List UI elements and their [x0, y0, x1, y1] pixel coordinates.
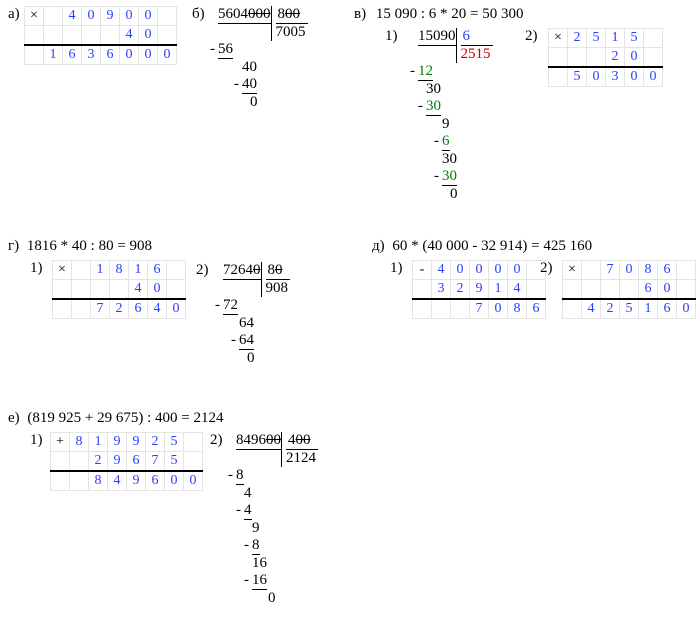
div-step: -30	[410, 168, 493, 186]
op-symbol: -	[413, 261, 432, 280]
label-d: д)	[372, 238, 385, 254]
add-table-e: +81992529675849600	[50, 432, 203, 491]
problem-d-header: д) 60 * (40 000 - 32 914) = 425 160	[372, 238, 592, 255]
step-label-g1: 1)	[30, 260, 43, 276]
div-step: 0	[215, 350, 290, 367]
div-step: 0	[210, 94, 308, 111]
divisor-box: 62515	[456, 28, 493, 63]
quotient: 2515	[461, 46, 493, 63]
div-step: 9	[410, 116, 493, 133]
div-step: -30	[410, 98, 493, 116]
op-symbol: ×	[53, 261, 72, 280]
step-e-1-label: 1)	[30, 432, 43, 449]
dividend: 15090	[418, 28, 456, 46]
quotient: 908	[266, 280, 291, 297]
quotient: 2124	[286, 450, 318, 467]
quotient: 7005	[276, 24, 308, 41]
divisor: 6	[461, 28, 493, 46]
step-label-e2: 2)	[210, 432, 223, 448]
div-step: -12	[410, 63, 493, 81]
divisor: 80	[266, 262, 291, 280]
step-g-2-label: 2)	[196, 262, 209, 279]
mult-table-g: ×18164072640	[52, 260, 186, 319]
equation-d: 60 * (40 000 - 32 914) = 425 160	[392, 238, 592, 254]
div-step: -4	[228, 502, 318, 520]
step-label-e1: 1)	[30, 432, 43, 448]
div-step: 64	[215, 315, 290, 332]
longdiv-table-v: 1509062515-1230-309-630-300	[410, 28, 493, 203]
equation-e: (819 925 + 29 675) : 400 = 2124	[27, 410, 223, 426]
step-g-1-label: 1)	[30, 260, 43, 277]
op-symbol: ×	[549, 29, 568, 48]
divisor: 400	[286, 432, 318, 450]
problem-e-header: е) (819 925 + 29 675) : 400 = 2124	[8, 410, 223, 427]
longdiv-g: 7264080908-7264-640	[215, 262, 290, 367]
mult-table-a: ×40900401636000	[24, 6, 177, 65]
label-e: е)	[8, 410, 20, 426]
longdiv-table-g: 7264080908-7264-640	[215, 262, 290, 367]
div-step: -8	[228, 537, 318, 555]
longdiv-e: 8496004002124-84-49-816-160	[228, 432, 318, 607]
step-label-g2: 2)	[196, 262, 209, 278]
div-step: -16	[228, 572, 318, 590]
div-step: 30	[410, 151, 493, 168]
step-label-v2: 2)	[525, 28, 538, 44]
label-b-wrap: б)	[192, 6, 205, 23]
mult-table-v: ×25152050300	[548, 28, 663, 87]
longdiv-table-b: 56040008007005-5640-400	[210, 6, 308, 111]
divisor: 800	[276, 6, 308, 24]
add-e: +81992529675849600	[50, 432, 203, 491]
mult-table-d: ×708660425160	[562, 260, 696, 319]
step-label-d2: 2)	[540, 260, 553, 276]
divisor-box: 8007005	[271, 6, 308, 41]
div-step: 0	[410, 186, 493, 203]
div-step: -8	[228, 467, 318, 485]
longdiv-table-e: 8496004002124-84-49-816-160	[228, 432, 318, 607]
op-symbol: ×	[563, 261, 582, 280]
mult-a: ×40900401636000	[24, 6, 177, 65]
divisor-box: 80908	[261, 262, 291, 297]
mult-d: ×708660425160	[562, 260, 696, 319]
sub-table-d: -40000329147086	[412, 260, 546, 319]
label-b: б)	[192, 6, 205, 22]
problem-v-header: в) 15 090 : 6 * 20 = 50 300	[354, 6, 523, 23]
dividend: 5604000	[218, 6, 271, 24]
step-label-v1: 1)	[385, 28, 398, 44]
div-step: 0	[228, 590, 318, 607]
step-label-d1: 1)	[390, 260, 403, 276]
div-step: 30	[410, 81, 493, 98]
div-step: -6	[410, 133, 493, 151]
div-step: -64	[215, 332, 290, 350]
page: а) ×40900401636000 б) 56040008007005-564…	[0, 0, 699, 639]
mult-g: ×18164072640	[52, 260, 186, 319]
dividend: 72640	[223, 262, 261, 280]
label-a: а)	[8, 6, 20, 22]
longdiv-v: 1509062515-1230-309-630-300	[410, 28, 493, 203]
sub-d: -40000329147086	[412, 260, 546, 319]
mult-v: ×25152050300	[548, 28, 663, 87]
div-step: 16	[228, 555, 318, 572]
label-g: г)	[8, 238, 19, 254]
dividend: 849600	[236, 432, 281, 450]
div-step: -72	[215, 297, 290, 315]
step-d-2-label: 2)	[540, 260, 553, 277]
div-step: 4	[228, 485, 318, 502]
problem-a: а)	[8, 6, 20, 23]
div-step: -40	[210, 76, 308, 94]
op-symbol: +	[51, 433, 70, 452]
div-step: -56	[210, 41, 308, 59]
op-symbol: ×	[25, 7, 44, 26]
longdiv-b: 56040008007005-5640-400	[210, 6, 308, 111]
divisor-box: 4002124	[281, 432, 318, 467]
step-v-1-label: 1)	[385, 28, 398, 45]
equation-g: 1816 * 40 : 80 = 908	[27, 238, 152, 254]
div-step: 40	[210, 59, 308, 76]
step-v-2-label: 2)	[525, 28, 538, 45]
equation-v: 15 090 : 6 * 20 = 50 300	[376, 6, 524, 22]
div-step: 9	[228, 520, 318, 537]
step-d-1-label: 1)	[390, 260, 403, 277]
step-e-2-label: 2)	[210, 432, 223, 449]
label-v: в)	[354, 6, 366, 22]
problem-g-header: г) 1816 * 40 : 80 = 908	[8, 238, 152, 255]
